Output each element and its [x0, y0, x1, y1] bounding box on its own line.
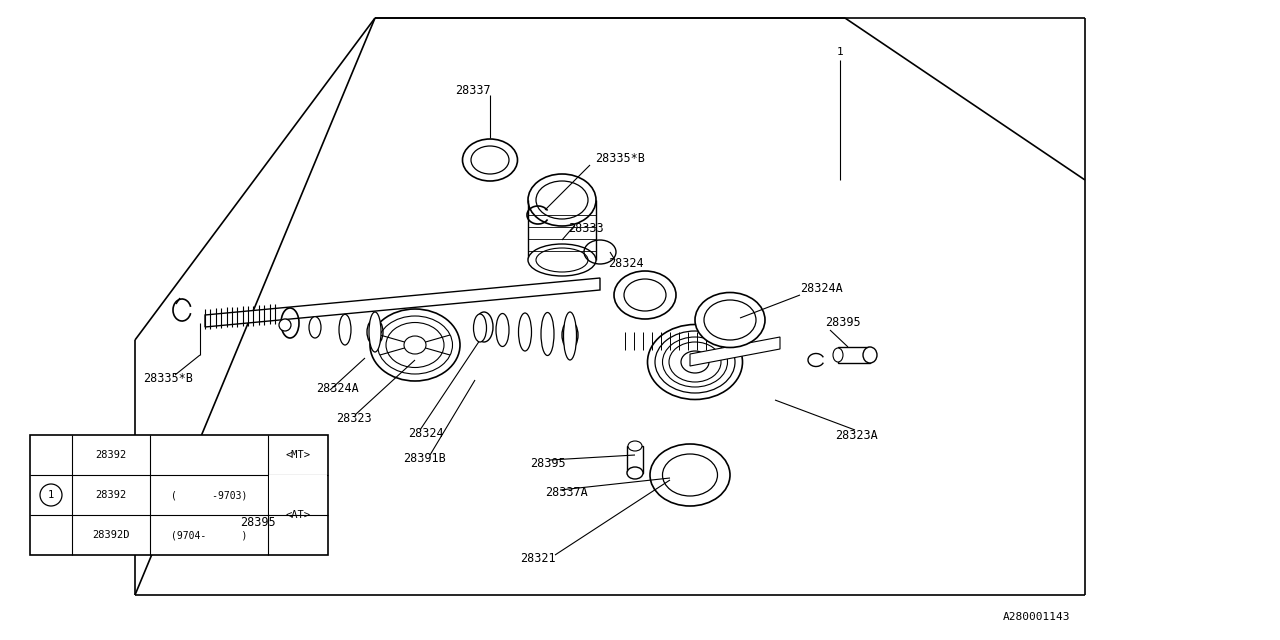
Text: 28324A: 28324A [316, 381, 358, 394]
Ellipse shape [471, 146, 509, 174]
Ellipse shape [529, 244, 596, 276]
Text: 28395: 28395 [241, 515, 275, 529]
Ellipse shape [529, 174, 596, 226]
Ellipse shape [370, 309, 460, 381]
Ellipse shape [279, 319, 291, 331]
Polygon shape [838, 347, 870, 363]
Ellipse shape [650, 444, 730, 506]
Ellipse shape [648, 324, 742, 399]
Ellipse shape [536, 248, 588, 272]
Text: 28392D: 28392D [92, 530, 129, 540]
Ellipse shape [655, 331, 735, 393]
Text: 1: 1 [837, 47, 844, 57]
Polygon shape [303, 470, 317, 495]
Ellipse shape [681, 351, 709, 373]
Text: <AT>: <AT> [285, 510, 311, 520]
Text: 28395: 28395 [826, 316, 860, 328]
Ellipse shape [378, 316, 453, 374]
Ellipse shape [669, 342, 721, 382]
Text: 28392: 28392 [96, 490, 127, 500]
Text: 28324A: 28324A [800, 282, 842, 294]
Ellipse shape [628, 441, 643, 451]
Ellipse shape [833, 348, 844, 362]
Text: 28333: 28333 [568, 221, 604, 234]
Text: 28335*B: 28335*B [143, 371, 193, 385]
Ellipse shape [863, 347, 877, 363]
Text: (      -9703): ( -9703) [170, 490, 247, 500]
Text: 28324: 28324 [608, 257, 644, 269]
Text: 28324: 28324 [408, 426, 444, 440]
Bar [29, 435, 328, 555]
Ellipse shape [563, 312, 576, 360]
Text: 28323A: 28323A [835, 429, 878, 442]
Ellipse shape [369, 312, 381, 352]
Ellipse shape [404, 336, 426, 354]
Text: 28392: 28392 [96, 450, 127, 460]
Text: 28395: 28395 [530, 456, 566, 470]
Text: 28323: 28323 [337, 412, 371, 424]
Ellipse shape [474, 314, 486, 342]
Text: A280001143: A280001143 [1002, 612, 1070, 622]
Ellipse shape [663, 454, 718, 496]
Ellipse shape [614, 271, 676, 319]
Ellipse shape [663, 337, 727, 387]
Ellipse shape [625, 279, 666, 311]
Ellipse shape [387, 323, 444, 367]
Text: 28391B: 28391B [403, 451, 445, 465]
Ellipse shape [462, 139, 517, 181]
Polygon shape [627, 446, 643, 473]
Ellipse shape [541, 312, 554, 355]
Text: <MT>: <MT> [285, 450, 311, 460]
Text: 28335*B: 28335*B [595, 152, 645, 164]
Text: 28337: 28337 [454, 83, 490, 97]
Text: (9704-      ): (9704- ) [170, 530, 247, 540]
Text: 1: 1 [47, 490, 54, 500]
Bar [269, 475, 326, 514]
Ellipse shape [308, 317, 321, 338]
Ellipse shape [303, 465, 316, 474]
Polygon shape [205, 278, 600, 327]
Ellipse shape [627, 467, 643, 479]
Ellipse shape [302, 490, 317, 500]
Ellipse shape [497, 314, 509, 346]
Ellipse shape [536, 181, 588, 219]
Polygon shape [690, 337, 780, 366]
Ellipse shape [518, 313, 531, 351]
Ellipse shape [339, 314, 351, 345]
Text: 28321: 28321 [520, 552, 556, 564]
Ellipse shape [695, 292, 765, 348]
Text: 28337A: 28337A [545, 486, 588, 499]
Ellipse shape [704, 300, 756, 340]
